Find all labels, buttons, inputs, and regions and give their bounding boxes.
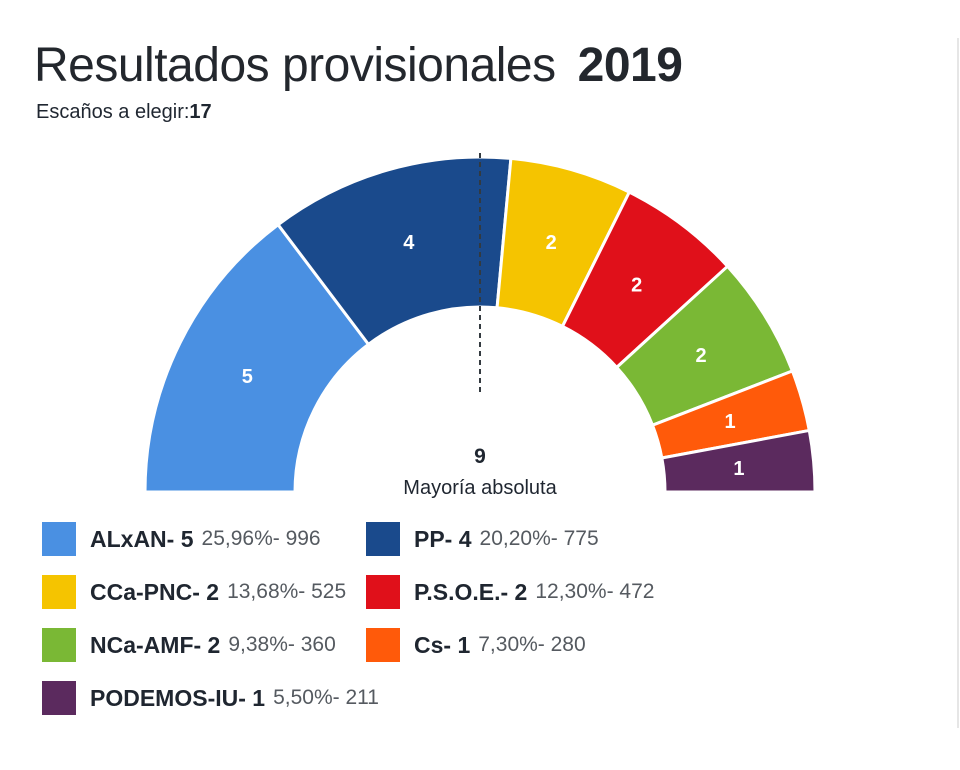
- segment-label: 1: [725, 411, 736, 433]
- legend-party-stats: 9,38%- 360: [228, 633, 336, 656]
- hemicycle-chart: 5 4 2 2 2 1 1: [143, 153, 817, 494]
- legend-party-stats: 5,50%- 211: [273, 686, 379, 709]
- majority-value: 9: [474, 445, 486, 468]
- legend-item: NCa-AMF- 2 9,38%- 360: [42, 628, 336, 662]
- legend-item: PP- 4 20,20%- 775: [366, 522, 599, 556]
- legend-swatch: [42, 681, 76, 715]
- chart-title: Resultados provisionales 2019: [34, 38, 683, 94]
- legend-item: CCa-PNC- 2 13,68%- 525: [42, 575, 346, 609]
- legend-swatch: [366, 575, 400, 609]
- segment-label: 1: [733, 458, 744, 480]
- legend-swatch: [42, 628, 76, 662]
- legend-party-name: NCa-AMF- 2: [90, 631, 221, 658]
- legend-party-stats: 12,30%- 472: [535, 580, 655, 603]
- legend-swatch: [42, 575, 76, 609]
- legend-party-stats: 25,96%- 996: [201, 527, 321, 550]
- segment-alxan: [143, 222, 371, 494]
- segment-label: 2: [695, 345, 706, 367]
- legend-swatch: [366, 628, 400, 662]
- segment-podemos-iu: [660, 428, 817, 494]
- legend-party-name: P.S.O.E.- 2: [414, 578, 528, 605]
- majority-label: Mayoría absoluta: [403, 477, 557, 499]
- legend-party-name: PODEMOS-IU- 1: [90, 684, 266, 711]
- seats-to-elect: Escaños a elegir:17: [36, 100, 212, 124]
- right-divider: [957, 38, 959, 728]
- segment-label: 2: [546, 232, 557, 254]
- seats-label: Escaños a elegir:: [36, 101, 190, 123]
- legend-item: PODEMOS-IU- 1 5,50%- 211: [42, 681, 379, 715]
- segment-label: 5: [242, 366, 253, 388]
- legend-swatch: [366, 522, 400, 556]
- legend-party-name: PP- 4: [414, 525, 472, 552]
- legend-swatch: [42, 522, 76, 556]
- legend-party-name: ALxAN- 5: [90, 525, 194, 552]
- legend-party-stats: 20,20%- 775: [479, 527, 599, 550]
- legend-party-name: Cs- 1: [414, 631, 471, 658]
- legend-item: Cs- 1 7,30%- 280: [366, 628, 586, 662]
- title-year: 2019: [577, 39, 683, 92]
- legend-party-name: CCa-PNC- 2: [90, 578, 220, 605]
- legend-party-stats: 7,30%- 280: [478, 633, 586, 656]
- legend-party-stats: 13,68%- 525: [227, 580, 347, 603]
- segment-label: 4: [403, 232, 415, 254]
- title-text: Resultados provisionales: [34, 39, 556, 92]
- seats-value: 17: [189, 101, 212, 123]
- legend-item: ALxAN- 5 25,96%- 996: [42, 522, 321, 556]
- legend-item: P.S.O.E.- 2 12,30%- 472: [366, 575, 654, 609]
- segment-label: 2: [631, 275, 642, 297]
